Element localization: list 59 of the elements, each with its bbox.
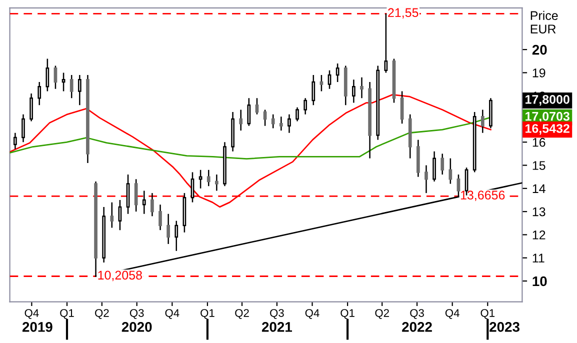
annotation: 16,5432 [526, 124, 570, 135]
y-axis-title: Price EUR [530, 10, 558, 34]
y-tick-label: 11 [532, 254, 544, 262]
candlestick [480, 109, 484, 134]
x-tick-label: Q1 [340, 309, 354, 319]
candlestick [424, 164, 428, 194]
y-tick-label: 16 [532, 138, 546, 147]
x2-tick-label: 2019 [22, 322, 52, 332]
candlestick [86, 74, 90, 164]
x-tick-label: Q4 [24, 309, 39, 319]
candlestick [215, 174, 218, 192]
candlestick [38, 81, 42, 106]
x-tick-label: Q2 [375, 309, 389, 319]
candlestick [158, 204, 162, 231]
annotation: 17,8000 [526, 94, 570, 106]
x-tick-label: Q4 [165, 309, 180, 319]
candlestick [78, 74, 82, 106]
x-tick-label: Q1 [480, 309, 495, 319]
candlestick [14, 132, 17, 150]
x-tick-label: Q2 [235, 309, 249, 319]
candlestick [360, 76, 364, 99]
y-tick-label: 20 [532, 44, 547, 55]
candlestick [288, 114, 291, 134]
x-tick-label: Q4 [305, 309, 320, 319]
x2-tick-label: 2020 [122, 322, 152, 332]
x-tick-label: Q3 [270, 309, 284, 319]
candlestick [304, 98, 308, 115]
candlestick [30, 92, 33, 122]
y-tick-label: 19 [532, 68, 546, 78]
candlestick [166, 213, 170, 245]
candlestick [231, 111, 234, 152]
candlestick [368, 81, 372, 159]
x-tick-label: Q2 [95, 309, 109, 319]
y-tick-label: 14 [532, 184, 546, 193]
candlestick [142, 190, 146, 215]
x-tick-label: Q3 [410, 309, 424, 319]
x2-tick-label: 2023 [490, 322, 520, 332]
x2-tick-label: 2021 [262, 322, 292, 332]
y-tick-label: 13 [532, 207, 546, 216]
ref-line-label: 13,6656 [460, 190, 505, 201]
y-tick-label: 15 [532, 161, 546, 170]
candlestick [239, 109, 243, 132]
ref-line-label: 10,2058 [98, 270, 142, 282]
ref-line-label: 21,55 [388, 8, 418, 19]
candlestick [22, 114, 25, 143]
candlestick [352, 79, 356, 104]
y-tick-label: 10 [532, 276, 547, 286]
y-tick-label: 12 [532, 230, 546, 240]
x2-tick-label: 2022 [402, 322, 432, 332]
x-tick-label: Q4 [445, 309, 460, 319]
x-tick-label: Q3 [130, 309, 144, 319]
candlestick [279, 116, 283, 132]
candlestick [150, 192, 154, 217]
x-tick-label: Q1 [60, 309, 74, 319]
candlestick [416, 139, 420, 178]
candlestick [102, 206, 106, 264]
annotation: 17,0703 [526, 112, 570, 123]
candlestick [440, 153, 444, 176]
x-tick-label: Q1 [200, 309, 214, 319]
